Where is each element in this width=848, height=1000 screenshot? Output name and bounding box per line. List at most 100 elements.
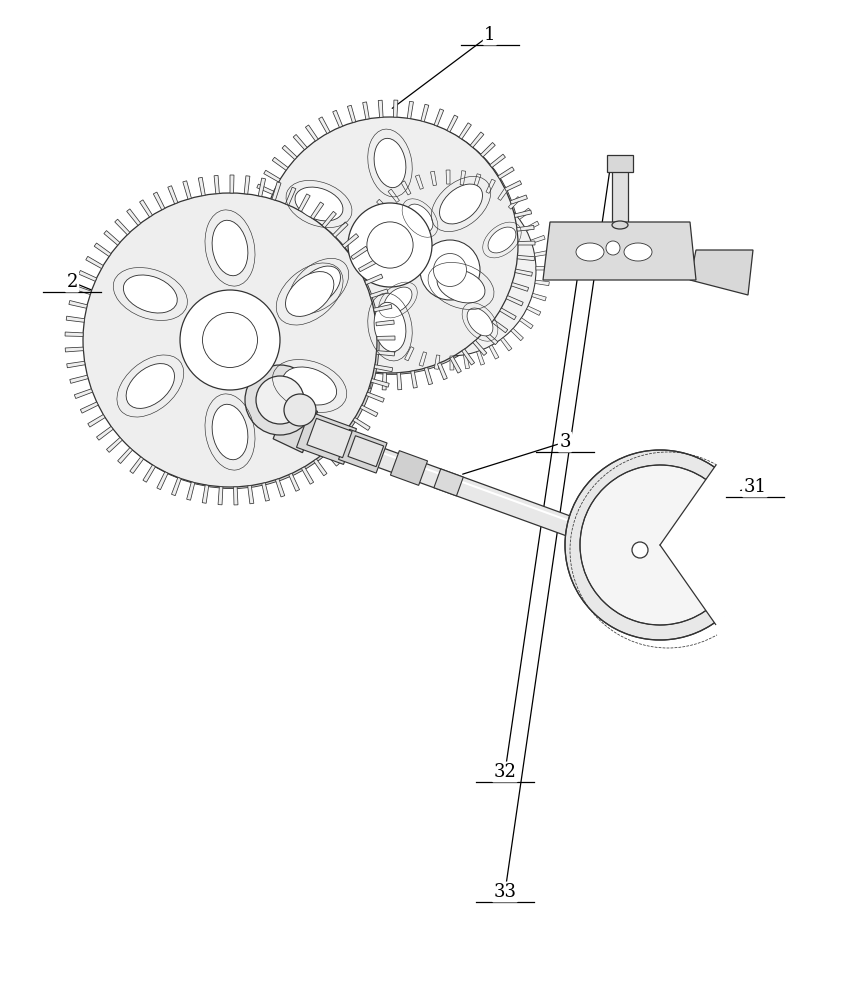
- Polygon shape: [450, 356, 454, 370]
- Polygon shape: [322, 358, 333, 375]
- Polygon shape: [298, 194, 310, 212]
- Polygon shape: [532, 293, 546, 301]
- Polygon shape: [305, 125, 318, 141]
- Polygon shape: [388, 189, 399, 202]
- Circle shape: [364, 184, 536, 356]
- Polygon shape: [460, 171, 466, 185]
- Text: 3: 3: [559, 433, 571, 451]
- Polygon shape: [338, 429, 387, 473]
- Polygon shape: [481, 142, 495, 157]
- Polygon shape: [157, 472, 168, 490]
- Polygon shape: [473, 174, 481, 188]
- Circle shape: [632, 542, 648, 558]
- Polygon shape: [187, 482, 195, 500]
- Polygon shape: [359, 260, 377, 272]
- Polygon shape: [514, 210, 532, 217]
- Polygon shape: [419, 352, 427, 366]
- Polygon shape: [361, 309, 375, 319]
- Polygon shape: [401, 181, 411, 195]
- Polygon shape: [272, 157, 288, 170]
- Polygon shape: [607, 155, 633, 172]
- Polygon shape: [114, 219, 130, 235]
- Polygon shape: [214, 175, 220, 194]
- Polygon shape: [354, 239, 368, 247]
- Ellipse shape: [576, 243, 604, 261]
- Polygon shape: [459, 123, 471, 139]
- Polygon shape: [379, 331, 392, 343]
- Polygon shape: [376, 320, 394, 326]
- Text: 2: 2: [66, 273, 78, 291]
- Ellipse shape: [282, 367, 337, 405]
- Polygon shape: [365, 274, 382, 285]
- Polygon shape: [590, 490, 644, 590]
- Polygon shape: [307, 418, 352, 458]
- Ellipse shape: [624, 243, 652, 261]
- Polygon shape: [353, 418, 371, 430]
- Ellipse shape: [123, 275, 177, 313]
- Circle shape: [245, 365, 315, 435]
- Ellipse shape: [212, 404, 248, 460]
- Polygon shape: [264, 170, 281, 182]
- Circle shape: [264, 118, 520, 374]
- Polygon shape: [378, 100, 383, 117]
- Polygon shape: [332, 110, 343, 127]
- Polygon shape: [351, 283, 365, 290]
- Polygon shape: [434, 469, 463, 496]
- Polygon shape: [483, 330, 498, 345]
- Polygon shape: [517, 255, 534, 261]
- Polygon shape: [248, 214, 265, 221]
- Polygon shape: [257, 184, 274, 194]
- Polygon shape: [67, 361, 85, 368]
- Text: 33: 33: [494, 883, 516, 901]
- Polygon shape: [259, 178, 265, 196]
- Circle shape: [348, 203, 432, 287]
- Polygon shape: [319, 117, 330, 134]
- Polygon shape: [65, 347, 83, 352]
- Polygon shape: [438, 363, 447, 380]
- Ellipse shape: [298, 266, 341, 306]
- Polygon shape: [107, 437, 122, 452]
- Polygon shape: [348, 105, 356, 123]
- Polygon shape: [373, 304, 392, 312]
- Polygon shape: [314, 459, 327, 476]
- Polygon shape: [198, 177, 205, 196]
- Polygon shape: [286, 187, 296, 205]
- Polygon shape: [490, 154, 505, 168]
- Polygon shape: [233, 487, 238, 505]
- Polygon shape: [517, 208, 531, 219]
- Polygon shape: [366, 392, 384, 402]
- Polygon shape: [245, 229, 263, 235]
- Polygon shape: [86, 256, 103, 269]
- Polygon shape: [531, 235, 545, 243]
- Ellipse shape: [467, 308, 493, 336]
- Polygon shape: [509, 197, 521, 209]
- Polygon shape: [343, 234, 359, 248]
- Polygon shape: [470, 132, 484, 147]
- Polygon shape: [183, 181, 192, 199]
- Polygon shape: [293, 134, 307, 150]
- Polygon shape: [97, 426, 113, 440]
- Polygon shape: [370, 289, 388, 298]
- Polygon shape: [434, 109, 444, 126]
- Polygon shape: [322, 211, 337, 228]
- Polygon shape: [126, 209, 141, 225]
- Ellipse shape: [374, 138, 406, 188]
- Polygon shape: [309, 351, 321, 367]
- Polygon shape: [511, 283, 528, 291]
- Polygon shape: [337, 364, 346, 381]
- Polygon shape: [153, 192, 165, 210]
- Polygon shape: [360, 405, 378, 417]
- Polygon shape: [367, 211, 381, 222]
- Polygon shape: [168, 186, 178, 204]
- Polygon shape: [73, 285, 92, 295]
- Circle shape: [565, 450, 755, 640]
- Polygon shape: [171, 477, 181, 496]
- Polygon shape: [75, 389, 92, 399]
- Polygon shape: [246, 259, 263, 265]
- Polygon shape: [464, 354, 470, 369]
- Circle shape: [433, 253, 466, 286]
- Polygon shape: [69, 301, 87, 308]
- Polygon shape: [248, 485, 254, 504]
- Polygon shape: [130, 457, 143, 473]
- Ellipse shape: [437, 269, 485, 303]
